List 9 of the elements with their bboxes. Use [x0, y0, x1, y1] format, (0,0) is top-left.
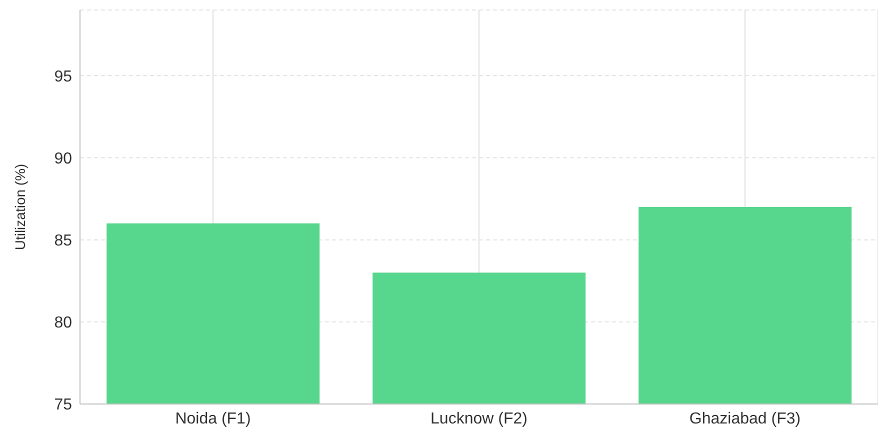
y-tick-label: 75: [54, 396, 72, 414]
x-tick-label: Noida (F1): [175, 410, 251, 428]
y-tick-label: 80: [54, 314, 72, 332]
y-tick-label: 85: [54, 232, 72, 250]
x-tick-label: Lucknow (F2): [430, 410, 528, 428]
x-tick-label: Ghaziabad (F3): [689, 410, 801, 428]
y-axis-title: Utilization (%): [12, 164, 28, 250]
y-tick-label: 90: [54, 150, 72, 168]
y-tick-label: 95: [54, 68, 72, 86]
